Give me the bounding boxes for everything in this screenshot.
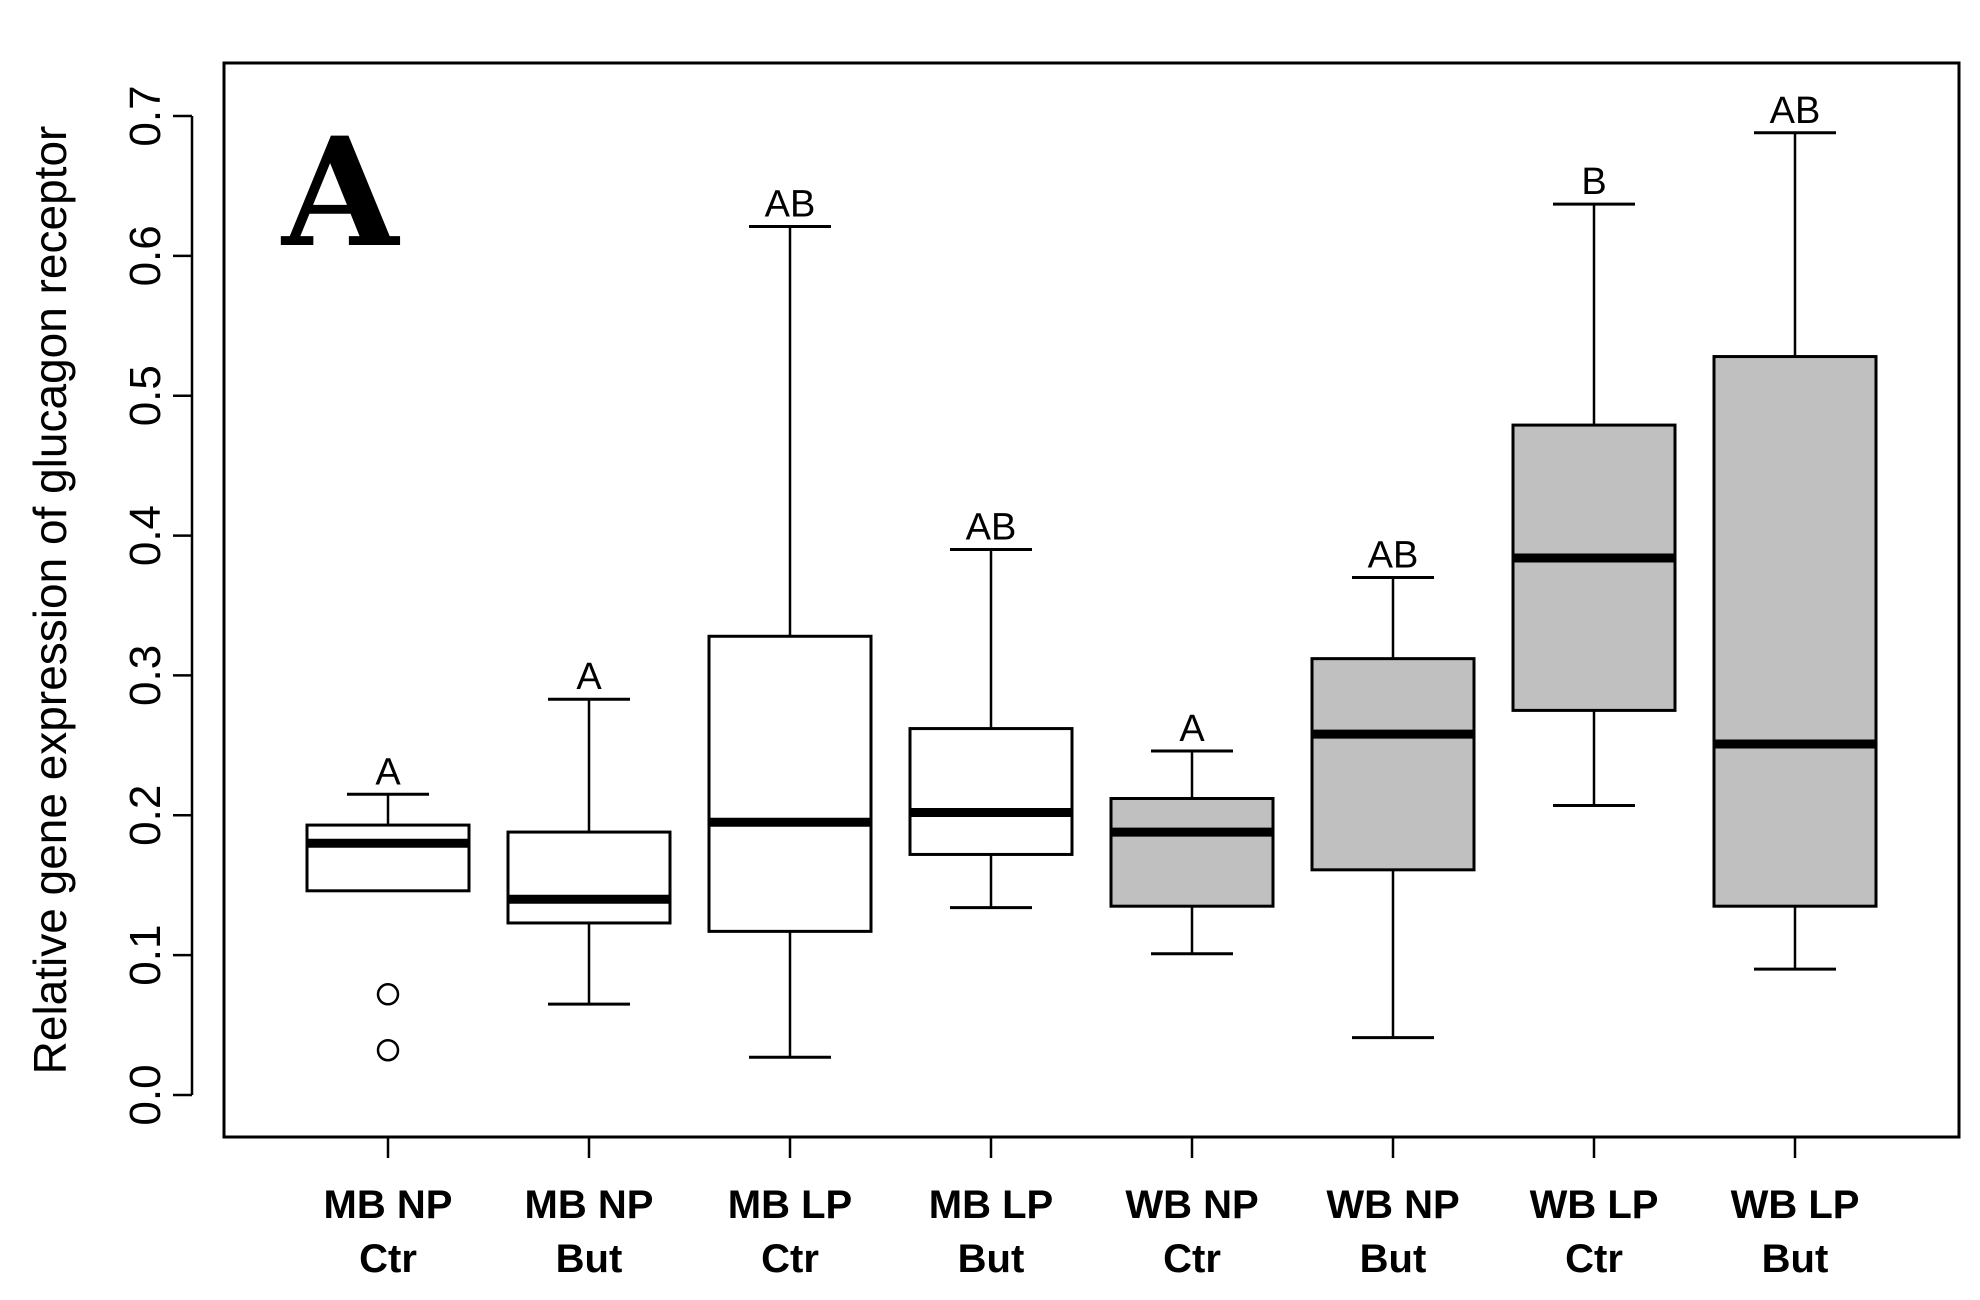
y-tick-label: 0.3 <box>121 645 170 706</box>
significance-label: A <box>375 751 401 793</box>
y-tick-label: 0.2 <box>121 785 170 846</box>
x-label-line1: WB LP <box>1530 1183 1659 1227</box>
x-label-line2: But <box>1762 1237 1829 1281</box>
x-label-line2: But <box>958 1237 1025 1281</box>
y-axis-ticks: 0.0 0.1 0.2 0.3 0.4 0.5 0.6 0.7 <box>121 85 192 1126</box>
box-group: A <box>305 751 471 1062</box>
box-group: A <box>1109 708 1275 956</box>
x-label-line1: MB LP <box>728 1183 852 1227</box>
x-label-line2: Ctr <box>359 1237 417 1281</box>
significance-label: AB <box>1770 90 1821 132</box>
significance-label: A <box>576 656 602 698</box>
box-iqr <box>1511 423 1677 712</box>
box-iqr <box>506 830 672 925</box>
y-tick-label: 0.4 <box>121 505 170 566</box>
box-group: B <box>1511 161 1677 807</box>
y-tick-label: 0.6 <box>121 225 170 286</box>
x-label-line2: But <box>1360 1237 1427 1281</box>
box-group: A <box>506 656 672 1006</box>
y-tick-label: 0.1 <box>121 925 170 986</box>
box-iqr <box>1310 657 1476 872</box>
x-label-line2: Ctr <box>1163 1237 1221 1281</box>
box-group: AB <box>908 507 1074 910</box>
plot-frame <box>222 61 1961 1139</box>
box-iqr <box>908 727 1074 856</box>
x-label-line1: WB NP <box>1326 1183 1459 1227</box>
outlier-point <box>376 1038 400 1062</box>
significance-label: AB <box>1368 535 1419 577</box>
box-iqr <box>1109 797 1275 908</box>
y-axis-title: Relative gene expression of glucagon rec… <box>24 126 76 1075</box>
outlier-point <box>376 983 400 1006</box>
box-group: AB <box>707 183 873 1059</box>
significance-label: B <box>1581 161 1606 203</box>
x-label-line1: MB LP <box>929 1183 1053 1227</box>
y-tick-label: 0.7 <box>121 85 170 146</box>
x-label-line1: MB NP <box>324 1183 453 1227</box>
box-series: A A AB AB A AB B AB <box>305 90 1878 1062</box>
box-iqr <box>305 823 471 893</box>
y-tick-label: 0.0 <box>121 1064 170 1125</box>
x-label-line2: Ctr <box>761 1237 819 1281</box>
significance-label: A <box>1179 708 1205 750</box>
box-iqr <box>707 634 873 933</box>
box-group: AB <box>1310 535 1476 1040</box>
box-iqr <box>1712 355 1878 908</box>
x-label-line1: WB LP <box>1731 1183 1860 1227</box>
panel-label: A <box>280 105 401 281</box>
significance-label: AB <box>765 183 816 225</box>
x-label-line2: Ctr <box>1565 1237 1623 1281</box>
x-label-line1: WB NP <box>1125 1183 1258 1227</box>
x-label-line2: But <box>556 1237 623 1281</box>
significance-label: AB <box>966 507 1017 549</box>
x-label-line1: MB NP <box>525 1183 654 1227</box>
box-group: AB <box>1712 90 1878 971</box>
y-tick-label: 0.5 <box>121 365 170 426</box>
x-axis-labels: MB NP Ctr MB NP But MB LP Ctr MB LP But WB NP Ctr… <box>324 1137 1860 1281</box>
